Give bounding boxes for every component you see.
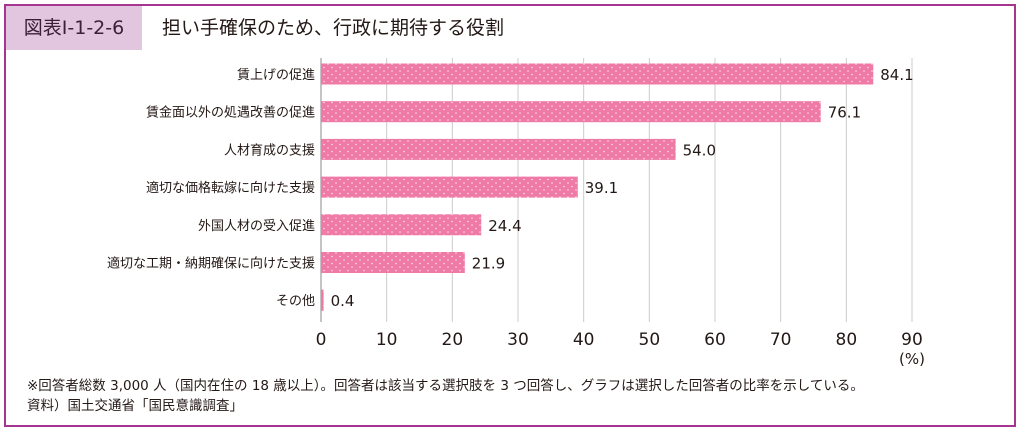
footnote: ※回答者総数 3,000 人（国内在住の 18 歳以上）。回答者は該当する選択肢… — [27, 376, 864, 416]
category-label: 適切な工期・納期確保に向けた支援 — [107, 256, 315, 272]
bar — [321, 289, 324, 311]
bar — [321, 101, 821, 123]
data-label: 0.4 — [331, 292, 355, 310]
category-label: 適切な価格転嫁に向けた支援 — [146, 180, 315, 196]
figure-label: 図表Ⅰ-1-2-6 — [6, 6, 142, 50]
x-tick-label: 10 — [376, 330, 398, 350]
category-labels: 賃上げの促進賃金面以外の処遇改善の促進人材育成の支援適切な価格転嫁に向けた支援外… — [107, 68, 315, 309]
data-label: 21.9 — [472, 255, 505, 273]
x-tick-label: 80 — [836, 330, 858, 350]
x-tick-label: 90 — [901, 330, 923, 350]
category-label: 外国人材の受入促進 — [198, 219, 315, 234]
bar — [321, 252, 465, 273]
x-tick-label: 20 — [442, 330, 464, 350]
bar — [321, 63, 874, 85]
bar-chart: 0 10 20 30 40 50 60 70 80 90(%) 賃上げの促進賃金面以外の処遇改善の… — [107, 58, 925, 368]
category-label: その他 — [276, 294, 315, 309]
x-tick-label: 50 — [639, 330, 661, 350]
data-label: 24.4 — [488, 217, 521, 235]
data-labels: 84.1 76.1 54.0 39.1 24.4 21.9 0.4 — [331, 66, 914, 310]
category-label: 賃金面以外の処遇改善の促進 — [146, 105, 315, 121]
x-tick-label: 40 — [573, 330, 595, 350]
value-axis: 0 10 20 30 40 50 60 70 80 90(%) — [316, 58, 925, 368]
data-label: 39.1 — [585, 179, 618, 197]
data-label: 54.0 — [683, 141, 716, 159]
bar — [321, 138, 676, 160]
footnote-source: 資料）国土交通省「国民意識調査」 — [27, 398, 243, 414]
bar — [321, 176, 578, 198]
figure-title: 担い手確保のため、行政に期待する役割 — [162, 17, 505, 39]
x-tick-label: 30 — [507, 330, 529, 350]
x-tick-label: 0 — [316, 330, 327, 350]
data-label: 76.1 — [828, 104, 861, 122]
x-tick-label: 60 — [704, 330, 726, 350]
figure-header: 図表Ⅰ-1-2-6 担い手確保のため、行政に期待する役割 — [6, 6, 1014, 52]
category-label: 人材育成の支援 — [224, 142, 315, 158]
figure-frame: 図表Ⅰ-1-2-6 担い手確保のため、行政に期待する役割 0 10 20 30 40 50… — [4, 4, 1016, 427]
footnote-note: ※回答者総数 3,000 人（国内在住の 18 歳以上）。回答者は該当する選択肢… — [27, 378, 864, 394]
category-label: 賃上げの促進 — [237, 68, 315, 83]
x-tick-label: 70 — [770, 330, 792, 350]
bar — [321, 214, 482, 236]
x-axis-unit: (%) — [899, 350, 925, 368]
data-label: 84.1 — [880, 66, 913, 84]
bars — [321, 63, 874, 311]
